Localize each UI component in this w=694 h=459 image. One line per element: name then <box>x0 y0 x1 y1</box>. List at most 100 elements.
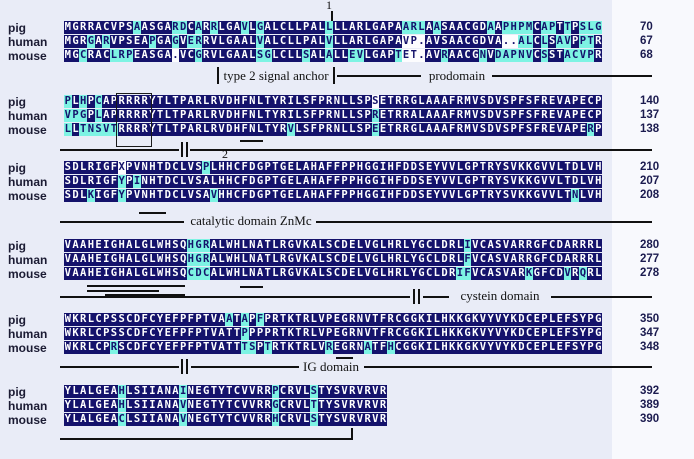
position-number: 68 <box>640 49 653 61</box>
species-label-pig: pig <box>8 21 26 35</box>
block6-underline <box>60 438 352 440</box>
seq-row-pig-block4: pig VAAHEIGHALGLWHSQHGRALWHLNATLRGVKALSCD… <box>0 239 694 253</box>
block6-end-tick <box>351 428 353 440</box>
residue-sequence: VPGPLAPRRRRYTLTPARLRVDHFNLTYRILSFPRNLLSP… <box>64 109 603 122</box>
position-number: 277 <box>640 253 660 265</box>
residue-sequence: WKRLCPSSCDFCYEFPFPTVAATAPFPRTKTRLVPEGRNV… <box>64 313 603 326</box>
seq-row-pig-block6: pig YLALGEAHLSIIANAINEGTYTCVVRRPCRVLSTYSV… <box>0 385 694 399</box>
position-number: 348 <box>640 341 660 353</box>
block2-short-dash <box>240 140 263 142</box>
prodomain-line-left <box>337 75 421 77</box>
residue-sequence: MGRRACVPSAASGARDCARRLGAVLGALCLLPALLLLARL… <box>64 21 603 34</box>
position-number: 210 <box>640 161 660 173</box>
block4-break-bar-1 <box>413 289 415 304</box>
position-number: 347 <box>640 327 660 339</box>
seq-row-mouse-block6: mouse YLALGEACLSIIANAVNEGTYTCVVRRHCRVLSTY… <box>0 413 694 427</box>
ig-domain-label: IG domain <box>303 359 359 374</box>
species-label-human: human <box>8 109 48 123</box>
position-number: 70 <box>640 21 653 33</box>
species-label-mouse: mouse <box>8 267 47 281</box>
species-label-pig: pig <box>8 385 26 399</box>
seq-row-human-block1: human MGRGARVPSEAPGAGVERRVLGAALVALCLLPALV… <box>0 35 694 49</box>
species-label-human: human <box>8 175 48 189</box>
position-number: 140 <box>640 95 660 107</box>
position-number: 390 <box>640 413 660 425</box>
seq-row-human-block2: human VPGPLAPRRRRYTLTPARLRVDHFNLTYRILSFPR… <box>0 109 694 123</box>
prodomain-label: prodomain <box>428 68 486 83</box>
seq-row-human-block5: human WKRLCPSSCDFCYEFPFPTVATTPPPPRTKTRLVP… <box>0 327 694 341</box>
cystein-domain-label: cystein domain <box>460 288 540 303</box>
position-number: 208 <box>640 189 660 201</box>
residue-sequence: YLALGEAHLSIIANAINEGTYTCVVRRPCRVLSTYSVRVR… <box>64 385 387 398</box>
residue-sequence: YLALGEACLSIIANAVNEGTYTCVVRRHCRVLSTYSVRVR… <box>64 413 387 426</box>
seq-row-human-block4: human VAAHEIGHALGLWHSQHGRALWHLNATLRGVKALS… <box>0 253 694 267</box>
signal-anchor-right-bar <box>333 67 335 84</box>
position-number: 350 <box>640 313 660 325</box>
position-number: 389 <box>640 399 660 411</box>
species-label-pig: pig <box>8 239 26 253</box>
block4-overline-2 <box>87 290 159 292</box>
position-number: 137 <box>640 109 660 121</box>
catalytic-line-right <box>316 221 652 223</box>
residue-marker-1-tick <box>331 11 333 21</box>
species-label-pig: pig <box>8 95 26 109</box>
seq-row-mouse-block3: mouse SDLKIGFYPVNHTDCLVSAVHHCFDGPTGELAHAF… <box>0 189 694 203</box>
seq-row-pig-block2: pig PLHPCAPRRRRYTLTPARLRVDHFNLTYRILSFPRNL… <box>0 95 694 109</box>
species-label-mouse: mouse <box>8 341 47 355</box>
residue-sequence: PLHPCAPRRRRYTLTPARLRVDHFNLTYRILSFPRNLLSP… <box>64 95 603 108</box>
residue-sequence: YLALGEAHLSIIANAVNEGTYTCVVRRGCRVLTTYSVRVR… <box>64 399 387 412</box>
block4-short-dash <box>240 286 263 288</box>
position-number: 207 <box>640 175 660 187</box>
block2-break-bar-2 <box>186 142 188 157</box>
species-label-mouse: mouse <box>8 123 47 137</box>
position-number: 278 <box>640 267 660 279</box>
residue-sequence: SDLRIGFYPINHTDCLVSALHHCFDGPTGELAHAFFPPHG… <box>64 175 603 188</box>
prodomain-line-right <box>492 75 652 77</box>
species-label-mouse: mouse <box>8 413 47 427</box>
position-number: 280 <box>640 239 660 251</box>
species-label-mouse: mouse <box>8 49 47 63</box>
position-number: 138 <box>640 123 660 135</box>
residue-sequence: WKRLCPSSCDFCYEFPFPTVATTPPPPRTKTRLVPEGRNV… <box>64 327 603 340</box>
seq-row-mouse-block2: mouse LLTNSVTRRRRYTLTPARLRVDHFNLTYRVLSFPR… <box>0 123 694 137</box>
seq-row-human-block6: human YLALGEAHLSIIANAVNEGTYTCVVRRGCRVLTTY… <box>0 399 694 413</box>
residue-sequence: LLTNSVTRRRRYTLTPARLRVDHFNLTYRVLSFPRNLLSP… <box>64 123 603 136</box>
block4-overline-3 <box>105 294 185 296</box>
catalytic-domain-label: catalytic domain ZnMc <box>190 213 312 228</box>
signal-anchor-left-bar <box>217 67 219 84</box>
cystein-line-left <box>60 296 410 298</box>
position-number: 392 <box>640 385 660 397</box>
seq-row-pig-block5: pig WKRLCPSSCDFCYEFPFPTVAATAPFPRTKTRLVPEG… <box>0 313 694 327</box>
catalytic-line-left <box>60 221 184 223</box>
species-label-pig: pig <box>8 313 26 327</box>
seq-row-human-block3: human SDLRIGFYPINHTDCLVSALHHCFDGPTGELAHAF… <box>0 175 694 189</box>
ig-line-right <box>364 366 652 368</box>
seq-row-mouse-block4: mouse VAAHEIGHALGLWHSQCDCALWHLNATLRGVKALS… <box>0 267 694 281</box>
cystein-line-mid <box>423 296 449 298</box>
cystein-line-right <box>551 296 652 298</box>
residue-sequence: VAAHEIGHALGLWHSQHGRALWHLNATLRGVKALSCDELV… <box>64 239 603 252</box>
species-label-human: human <box>8 399 48 413</box>
position-number: 67 <box>640 35 653 47</box>
species-label-mouse: mouse <box>8 189 47 203</box>
residue-sequence: VAAHEIGHALGLWHSQHGRALWHLNATLRGVKALSCDELV… <box>64 253 603 266</box>
species-label-human: human <box>8 35 48 49</box>
rrrr-motif-box <box>116 93 152 147</box>
species-label-pig: pig <box>8 161 26 175</box>
seq-row-pig-block1: pig MGRRACVPSAASGARDCARRLGAVLGALCLLPALLLL… <box>0 21 694 35</box>
seq-row-mouse-block5: mouse WKRLCPRSCDFCYEFPFPTVATTTSPTRTKTRLVR… <box>0 341 694 355</box>
ig-overline <box>336 357 353 359</box>
block2-line-right <box>190 149 652 151</box>
residue-sequence: VAAHEIGHALGLWHSQCDCALWHLNATLRGVKALSCDELV… <box>64 267 603 280</box>
residue-sequence: MGRGARVPSEAPGAGVERRVLGAALVALCLLPALVLLARL… <box>64 35 603 48</box>
seq-row-pig-block3: pig SDLRIGFXPVNHTDCLVSPLHHCFDGPTGELAHAFFP… <box>0 161 694 175</box>
residue-sequence: SDLRIGFXPVNHTDCLVSPLHHCFDGPTGELAHAFFPPHG… <box>64 161 603 174</box>
residue-sequence: SDLKIGFYPVNHTDCLVSAVHHCFDGPTGELAHAFFPPHG… <box>64 189 603 202</box>
residue-sequence: WKRLCPRSCDFCYEFPFPTVATTTSPTRTKTRLVREGRNA… <box>64 341 603 354</box>
residue-marker-1: 1 <box>326 0 332 12</box>
ig-line-left <box>60 366 179 368</box>
block4-overline-1 <box>87 285 185 287</box>
block2-break-bar-1 <box>181 142 183 157</box>
species-label-human: human <box>8 253 48 267</box>
